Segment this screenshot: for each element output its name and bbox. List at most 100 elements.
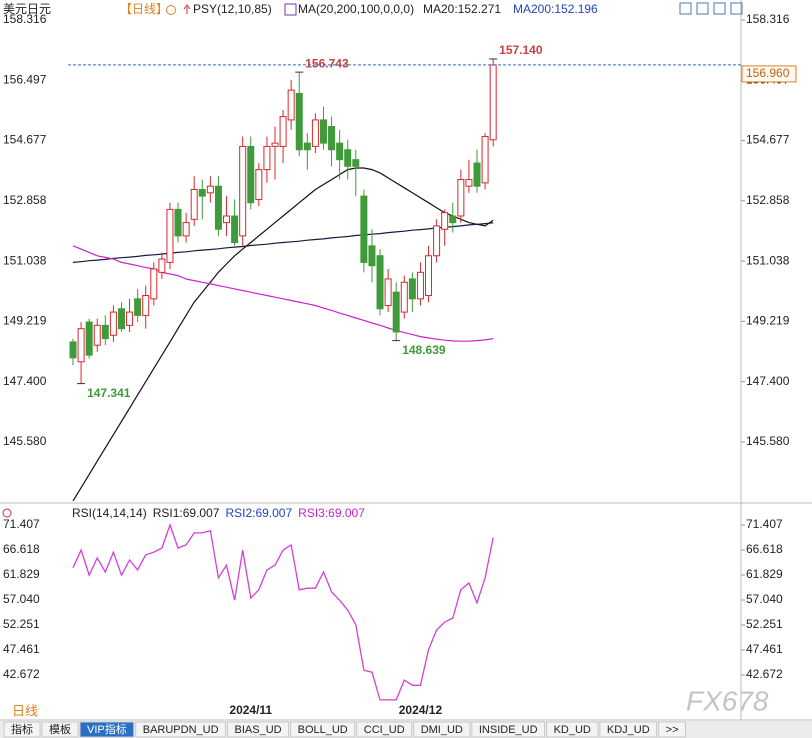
ma200-legend: MA200:152.196 <box>513 2 598 16</box>
candle-body <box>85 321 93 356</box>
y-tick-label: 52.251 <box>746 617 783 631</box>
ma-line <box>72 222 494 263</box>
tab[interactable] <box>3 721 41 738</box>
candle-body <box>93 324 101 346</box>
tab[interactable] <box>41 721 79 738</box>
candle-body <box>303 142 311 151</box>
icon-button[interactable] <box>730 2 743 15</box>
candle-body <box>416 271 424 300</box>
y-tick-label: 147.400 <box>746 374 790 388</box>
tab-label[interactable]: INSIDE_UD <box>479 724 538 736</box>
candle-body <box>109 311 117 336</box>
y-tick-label: 57.040 <box>746 592 783 606</box>
y-tick-label: 52.251 <box>3 617 40 631</box>
rsi-line <box>72 523 494 701</box>
candle-body <box>457 179 465 217</box>
ma-icon <box>284 3 297 16</box>
tab-label[interactable]: BARUPDN_UD <box>143 724 219 736</box>
icon-button[interactable] <box>713 2 726 15</box>
candle-body <box>408 278 416 300</box>
x-tick-label: 2024/12 <box>399 703 443 717</box>
tab[interactable] <box>79 721 135 738</box>
last-price-label: 156.960 <box>746 66 790 80</box>
tab-label[interactable]: DMI_UD <box>421 724 463 736</box>
candle-body <box>384 278 392 306</box>
candle-body <box>287 89 295 121</box>
candle-body <box>231 215 239 244</box>
tab[interactable] <box>356 721 413 738</box>
tab[interactable] <box>290 721 356 738</box>
icon-button[interactable] <box>696 2 709 15</box>
period[interactable]: 【日线】 <box>120 2 168 16</box>
candle-body <box>182 222 190 237</box>
tab[interactable] <box>227 721 290 738</box>
candle-body <box>271 142 279 147</box>
y-tick-label: 71.407 <box>3 517 40 531</box>
candle-body <box>247 145 255 204</box>
tab[interactable] <box>135 721 227 738</box>
y-tick-label: 151.038 <box>3 253 47 267</box>
tab-label[interactable]: KD_UD <box>554 724 591 736</box>
last-price-tag <box>741 65 797 83</box>
tab-label[interactable]: 指标 <box>11 722 33 736</box>
y-tick-label: 66.618 <box>3 542 40 556</box>
tab[interactable] <box>599 721 658 738</box>
y-tick-label: 71.407 <box>746 517 783 531</box>
candle-body <box>336 142 344 161</box>
candle-body <box>392 291 400 333</box>
tab[interactable] <box>658 721 687 738</box>
extreme-label: 157.140 <box>499 43 543 57</box>
candle-body <box>190 188 198 220</box>
rsi-legend: RSI2:69.007 <box>225 506 292 520</box>
tab-label[interactable]: CCI_UD <box>364 724 405 736</box>
candle-body <box>77 328 85 363</box>
candle-body <box>150 268 158 300</box>
ma-line <box>72 167 494 502</box>
settings-icon[interactable] <box>166 5 176 15</box>
period-tab[interactable]: 日线 <box>12 703 38 718</box>
candle-body <box>360 195 368 263</box>
ma20-legend: MA20:152.271 <box>423 2 501 16</box>
tab[interactable] <box>471 721 546 738</box>
y-tick-label: 47.461 <box>3 642 40 656</box>
candle-body <box>263 145 271 171</box>
y-tick-label: 149.219 <box>746 314 790 328</box>
tab-label[interactable]: BIAS_UD <box>235 724 282 736</box>
tab-label[interactable]: VIP指标 <box>87 722 127 736</box>
candle-body <box>117 308 125 330</box>
rsi-legend: RSI(14,14,14) <box>72 506 147 520</box>
candle-body <box>295 92 303 151</box>
candle-body <box>400 281 408 313</box>
candle-body <box>198 188 206 197</box>
tab-label[interactable]: KDJ_UD <box>607 724 650 736</box>
tab[interactable] <box>413 721 471 738</box>
y-tick-label: 149.219 <box>3 314 47 328</box>
candle-body <box>174 208 182 237</box>
candle-body <box>142 295 150 316</box>
y-tick-label: 156.497 <box>3 72 47 86</box>
candle-body <box>158 258 166 273</box>
tab-label[interactable]: BOLL_UD <box>298 724 348 736</box>
candle-body <box>473 162 481 187</box>
tab-label[interactable]: >> <box>666 724 679 736</box>
y-tick-label: 152.858 <box>746 193 790 207</box>
symbol: 美元日元 <box>3 2 51 16</box>
candle-body <box>433 225 441 257</box>
watermark: FX678 <box>686 685 769 716</box>
indicator: PSY(12,10,85) <box>193 2 272 16</box>
y-tick-label: 158.316 <box>746 12 790 26</box>
indicator-icon <box>183 4 191 14</box>
extreme-label: 148.639 <box>402 343 446 357</box>
extreme-label: 156.743 <box>305 56 349 70</box>
y-tick-label: 145.580 <box>3 434 47 448</box>
icon-button[interactable] <box>679 2 692 15</box>
extreme-label: 147.341 <box>87 386 131 400</box>
candle-body <box>239 145 247 237</box>
y-tick-label: 154.677 <box>3 133 47 147</box>
candle-body <box>101 324 109 340</box>
ma-settings: MA(20,200,100,0,0,0) <box>298 2 414 16</box>
y-tick-label: 57.040 <box>3 592 40 606</box>
tab[interactable] <box>546 721 599 738</box>
tab-label[interactable]: 模板 <box>49 722 71 736</box>
